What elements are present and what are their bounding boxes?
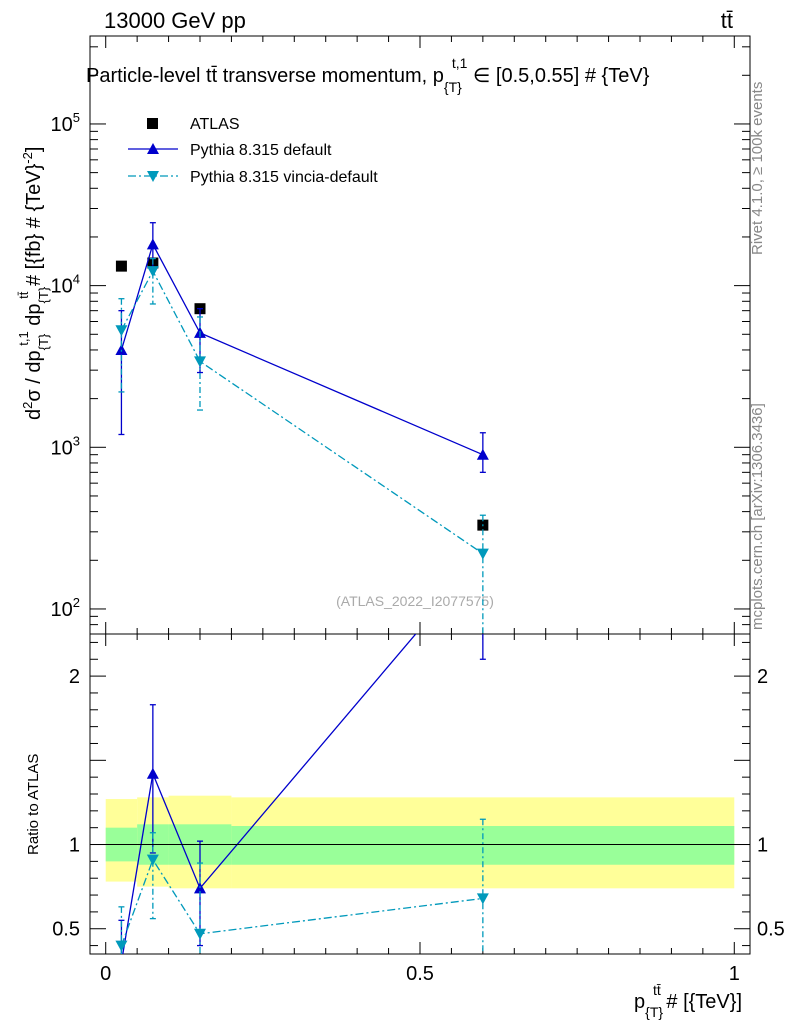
vincia-point	[194, 356, 206, 368]
xlabel: p{T}tt̄ # [{TeV}]	[634, 982, 742, 1020]
legend-atlas-label: ATLAS	[190, 116, 240, 133]
default-point	[476, 448, 489, 460]
x-tick-label: 1	[729, 963, 740, 985]
default-point	[146, 238, 159, 250]
top-ylabel: d2σ / dp{T}t,1 dp{T}tt̄ # [{fb} # {TeV}-…	[16, 147, 51, 420]
legend-default-marker	[147, 143, 159, 154]
vincia-point	[115, 325, 128, 337]
legend: ATLAS Pythia 8.315 default Pythia 8.315 …	[128, 116, 378, 186]
process-label: tt̄	[721, 8, 733, 33]
legend-default-label: Pythia 8.315 default	[190, 142, 332, 159]
ratio-vincia-line	[120, 858, 483, 946]
legend-vincia-marker	[147, 171, 159, 182]
analysis-watermark: (ATLAS_2022_I2077575)	[336, 593, 494, 609]
ratio-y-tick-label-right: 0.5	[757, 919, 785, 941]
legend-vincia-label: Pythia 8.315 vincia-default	[190, 169, 378, 186]
atlas-point	[115, 260, 127, 272]
x-tick-label: 0	[100, 963, 111, 985]
vincia-point	[146, 266, 159, 278]
x-tick-label: 0.5	[406, 963, 434, 985]
ratio-y-tick-label: 1	[69, 835, 80, 857]
main-plot-data	[115, 222, 489, 634]
ratio-y-tick-label: 2	[69, 666, 80, 688]
ratio-vincia-point	[476, 893, 489, 905]
mcplots-label: mcplots.cern.ch [arXiv:1306.3436]	[749, 403, 766, 630]
default-point	[115, 343, 128, 355]
energy-label: 13000 GeV pp	[104, 8, 246, 33]
ratio-default-point	[115, 956, 127, 967]
ratio-vincia-point	[146, 854, 159, 866]
vincia-point	[476, 548, 489, 560]
ratio-default-point	[146, 767, 159, 779]
y-tick-label: 105	[51, 110, 80, 136]
ratio-y-tick-label-right: 2	[757, 666, 768, 688]
y-tick-label: 102	[51, 595, 80, 621]
plot-title: Particle-level tt̄ transverse momentum, …	[86, 55, 650, 95]
tick-labels: 0 0.5 1 102 103 104 105 0.5 0.5 1 1 2 2	[51, 110, 785, 985]
ratio-default-line	[122, 634, 417, 954]
y-tick-label: 104	[51, 272, 80, 298]
ratio-vincia-point	[194, 928, 206, 940]
ratio-y-tick-label-right: 1	[757, 835, 768, 857]
y-tick-label: 103	[51, 433, 80, 459]
ratio-y-tick-label: 0.5	[52, 919, 80, 941]
ratio-vincia-point	[115, 940, 128, 952]
legend-atlas-marker	[147, 118, 158, 129]
top-frame	[89, 35, 751, 635]
band-inner-3	[231, 826, 735, 865]
rivet-label: Rivet 4.1.0, ≥ 100k events	[749, 82, 766, 255]
vincia-line	[120, 269, 484, 555]
ratio-plot-data	[115, 634, 489, 967]
default-line	[120, 242, 484, 456]
ratio-ylabel: Ratio to ATLAS	[25, 754, 42, 855]
